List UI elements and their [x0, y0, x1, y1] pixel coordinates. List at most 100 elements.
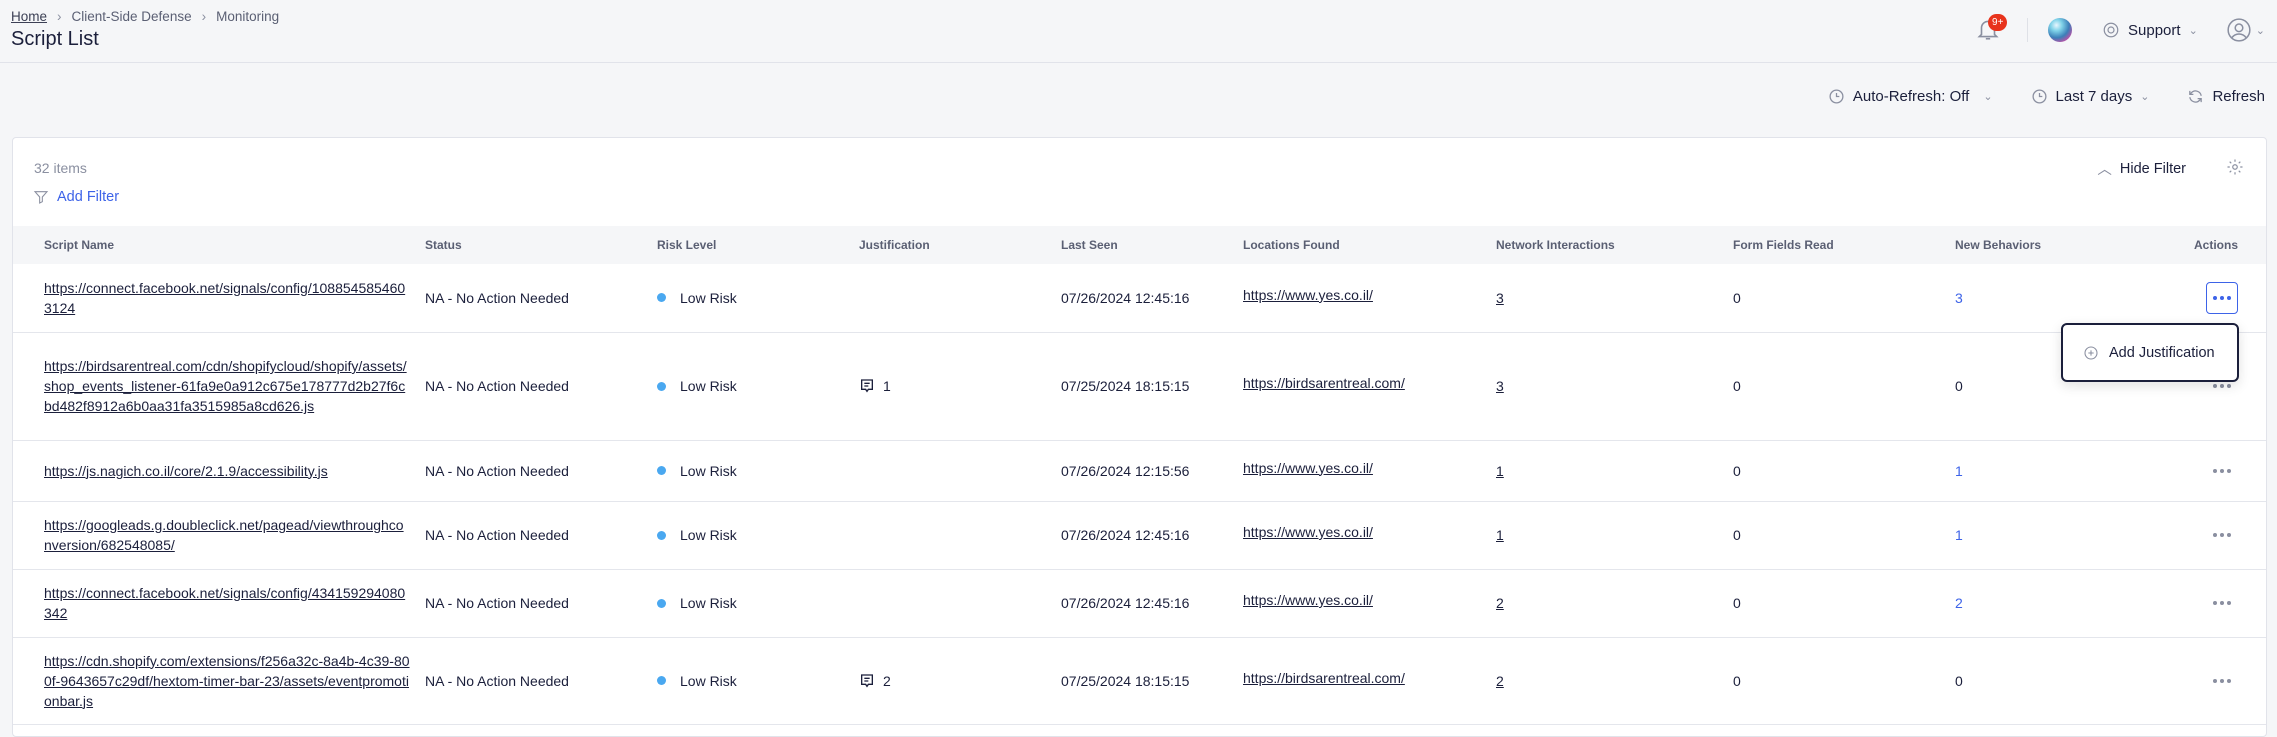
location-link[interactable]: https://www.yes.co.il/: [1243, 459, 1373, 476]
breadcrumb-section[interactable]: Client-Side Defense: [71, 9, 192, 24]
script-link[interactable]: https://connect.facebook.net/signals/con…: [44, 279, 406, 316]
location-link[interactable]: https://www.yes.co.il/: [1243, 524, 1373, 540]
column-header[interactable]: Last Seen: [1061, 226, 1243, 264]
form-fields-cell: 0: [1733, 501, 1955, 570]
dot: [2220, 601, 2224, 605]
justification-cell: [859, 264, 1061, 333]
script-link[interactable]: https://googleads.g.doubleclick.net/page…: [44, 517, 404, 553]
dot: [2213, 533, 2217, 537]
location-link[interactable]: https://birdsarentreal.com/: [1243, 375, 1405, 391]
location-link[interactable]: https://www.yes.co.il/: [1243, 286, 1373, 303]
column-header[interactable]: Script Name: [13, 226, 425, 264]
page-title: Script List: [11, 28, 99, 50]
clock-icon: [1829, 89, 1844, 104]
plus-circle-icon: [2084, 345, 2098, 360]
column-header[interactable]: Form Fields Read: [1733, 226, 1955, 264]
last-seen-cell: 07/25/2024 18:15:15: [1061, 332, 1243, 441]
gear-icon[interactable]: [2226, 158, 2244, 176]
network-interactions-link[interactable]: 2: [1496, 595, 1504, 611]
table-row[interactable]: https://birdsarentreal.com/cdn/shopifycl…: [13, 332, 2266, 441]
more-actions-button[interactable]: [2206, 519, 2238, 551]
table-row[interactable]: https://googleads.g.doubleclick.net/page…: [13, 501, 2266, 570]
risk-cell: Low Risk: [657, 569, 859, 638]
notifications-button[interactable]: 9+: [1975, 14, 2008, 44]
more-actions-button[interactable]: [2206, 281, 2238, 314]
script-link[interactable]: https://cdn.shopify.com/extensions/f256a…: [44, 652, 410, 709]
location-link[interactable]: https://www.yes.co.il/: [1243, 592, 1373, 608]
network-cell: 2: [1496, 569, 1733, 638]
table-row[interactable]: https://js.nagich.co.il/core/2.1.9/acces…: [13, 440, 2266, 502]
more-actions-button[interactable]: [2206, 370, 2238, 402]
refresh-label: Refresh: [2212, 88, 2265, 105]
dot: [2220, 533, 2224, 537]
network-interactions-link[interactable]: 1: [1496, 462, 1504, 479]
time-range-dropdown[interactable]: Last 7 days ⌄: [2031, 88, 2149, 105]
column-header[interactable]: Status: [425, 226, 657, 264]
chevron-right-icon: ›: [57, 9, 62, 24]
location-cell: https://www.yes.co.il/: [1243, 569, 1496, 638]
auto-refresh-dropdown[interactable]: Auto-Refresh: Off ⌄: [1828, 88, 1993, 105]
comment-icon: [861, 379, 873, 393]
more-actions-button[interactable]: [2206, 587, 2238, 619]
chevron-down-icon: ⌄: [2255, 24, 2265, 37]
network-interactions-link[interactable]: 3: [1496, 378, 1504, 394]
form-fields-cell: 0: [1733, 264, 1955, 333]
new-behaviors-value[interactable]: 1: [1955, 462, 1963, 479]
refresh-icon: [2189, 90, 2203, 103]
column-header[interactable]: New Behaviors: [1955, 226, 2130, 264]
status-cell: NA - No Action Needed: [425, 569, 657, 638]
table-row[interactable]: https://cdn.shopify.com/extensions/f256a…: [13, 637, 2266, 725]
column-header[interactable]: Justification: [859, 226, 1061, 264]
table-row[interactable]: https://connect.facebook.net/signals/con…: [13, 569, 2266, 638]
justification-count[interactable]: 1: [859, 376, 1061, 396]
new-behaviors-value[interactable]: 3: [1955, 289, 1963, 306]
more-actions-button[interactable]: [2206, 665, 2238, 697]
new-behaviors-value[interactable]: 1: [1955, 527, 1963, 543]
new-behaviors-cell: 2: [1955, 569, 2130, 638]
new-behaviors-cell: 1: [1955, 440, 2130, 502]
table-row[interactable]: https://connect.facebook.net/signals/con…: [13, 264, 2266, 333]
column-header[interactable]: Actions: [2130, 226, 2266, 264]
risk-label: Low Risk: [680, 462, 737, 479]
refresh-button[interactable]: Refresh: [2187, 88, 2265, 105]
script-link[interactable]: https://birdsarentreal.com/cdn/shopifycl…: [44, 358, 407, 414]
add-justification-item[interactable]: Add Justification: [2109, 344, 2215, 361]
new-behaviors-cell: 1: [1955, 501, 2130, 570]
user-icon: [2227, 18, 2251, 42]
script-link[interactable]: https://connect.facebook.net/signals/con…: [44, 585, 406, 621]
add-filter-button[interactable]: Add Filter: [33, 189, 119, 205]
network-interactions-link[interactable]: 2: [1496, 672, 1504, 689]
script-link[interactable]: https://js.nagich.co.il/core/2.1.9/acces…: [44, 462, 328, 479]
form-fields-cell: 0: [1733, 637, 1955, 725]
dot: [2213, 384, 2217, 388]
new-behaviors-cell: 0: [1955, 637, 2130, 725]
status-cell: NA - No Action Needed: [425, 440, 657, 502]
risk-cell: Low Risk: [657, 332, 859, 441]
form-fields-cell: 0: [1733, 569, 1955, 638]
tenant-avatar[interactable]: [2048, 18, 2073, 42]
support-menu[interactable]: Support ⌄: [2102, 21, 2198, 39]
support-label: Support: [2128, 21, 2181, 39]
column-header[interactable]: Risk Level: [657, 226, 859, 264]
user-menu[interactable]: ⌄: [2226, 17, 2265, 43]
justification-cell: [859, 501, 1061, 570]
network-interactions-link[interactable]: 3: [1496, 289, 1504, 306]
script-name-cell: https://js.nagich.co.il/core/2.1.9/acces…: [13, 440, 425, 502]
justification-count[interactable]: 2: [859, 671, 1061, 691]
justification-cell: 1: [859, 332, 1061, 441]
hide-filter-button[interactable]: ︿ Hide Filter: [2097, 158, 2186, 179]
auto-refresh-label: Auto-Refresh: Off: [1852, 88, 1970, 105]
location-link[interactable]: https://birdsarentreal.com/: [1243, 669, 1405, 686]
new-behaviors-value[interactable]: 2: [1955, 595, 1963, 611]
dot: [2220, 384, 2224, 388]
column-header[interactable]: Locations Found: [1243, 226, 1496, 264]
new-behaviors-cell: 3: [1955, 264, 2130, 333]
risk-label: Low Risk: [680, 378, 737, 394]
more-actions-button[interactable]: [2206, 455, 2238, 487]
scripts-table: Script Name Status Risk Level Justification…: [13, 226, 2266, 725]
network-interactions-link[interactable]: 1: [1496, 527, 1504, 543]
column-header[interactable]: Network Interactions: [1496, 226, 1733, 264]
risk-dot-icon: [657, 293, 666, 303]
network-cell: 1: [1496, 501, 1733, 570]
breadcrumb-home[interactable]: Home: [11, 9, 48, 24]
